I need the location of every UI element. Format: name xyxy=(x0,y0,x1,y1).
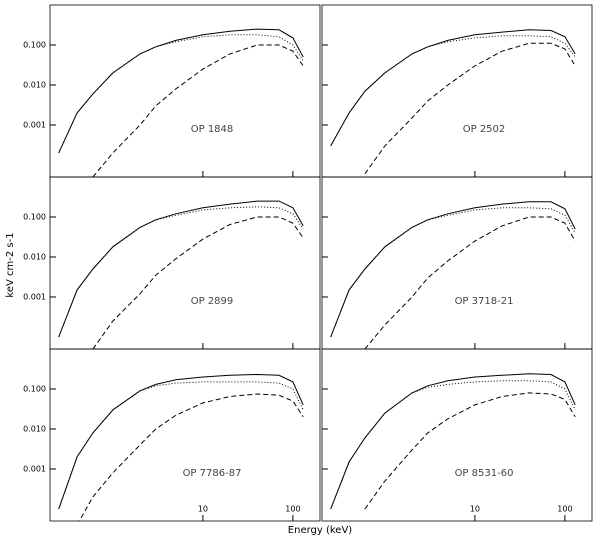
panel-frame xyxy=(49,4,321,178)
y-tick-label: 0.010 xyxy=(23,252,46,261)
annotation: OP 3718-21 xyxy=(455,296,514,307)
y-tick-label: 0.010 xyxy=(23,80,46,89)
series-line xyxy=(58,373,304,510)
series-line xyxy=(58,34,304,154)
panel-frame xyxy=(321,176,593,350)
annotation: OP 2899 xyxy=(191,296,234,307)
series-line xyxy=(58,28,304,154)
y-tick-label: 0.001 xyxy=(23,464,46,473)
series-line xyxy=(364,42,576,175)
y-tick-label: 0.100 xyxy=(23,212,46,221)
series-line xyxy=(92,44,304,177)
y-tick-label: 0.010 xyxy=(23,424,46,433)
series-line xyxy=(78,393,304,521)
series-line xyxy=(330,201,576,338)
x-axis-label: Energy (keV) xyxy=(288,525,353,536)
panel-frame xyxy=(321,348,593,522)
annotation: OP 1848 xyxy=(191,124,234,135)
annotation: OP 7786-87 xyxy=(183,468,242,479)
y-tick-label: 0.100 xyxy=(23,384,46,393)
series-line xyxy=(330,29,576,147)
series-line xyxy=(330,35,576,147)
y-tick-label: 0.001 xyxy=(23,120,46,129)
x-tick-label: 10 xyxy=(470,505,480,514)
x-tick-label: 100 xyxy=(285,505,300,514)
series-line xyxy=(330,380,576,510)
x-tick-label: 10 xyxy=(198,505,208,514)
y-tick-label: 0.100 xyxy=(23,40,46,49)
series-line xyxy=(330,373,576,510)
x-tick-label: 100 xyxy=(557,505,572,514)
series-line xyxy=(58,381,304,510)
annotation: OP 8531-60 xyxy=(455,468,514,479)
series-line xyxy=(330,207,576,338)
panel-frame xyxy=(49,348,321,522)
y-axis-label: keV cm-2 s-1 xyxy=(5,232,16,297)
annotation: OP 2502 xyxy=(463,124,506,135)
series-line xyxy=(364,392,576,510)
series-line xyxy=(58,200,304,338)
series-line xyxy=(364,216,576,349)
series-line xyxy=(58,206,304,338)
series-line xyxy=(92,216,304,349)
panel-frame xyxy=(49,176,321,350)
y-tick-label: 0.001 xyxy=(23,292,46,301)
